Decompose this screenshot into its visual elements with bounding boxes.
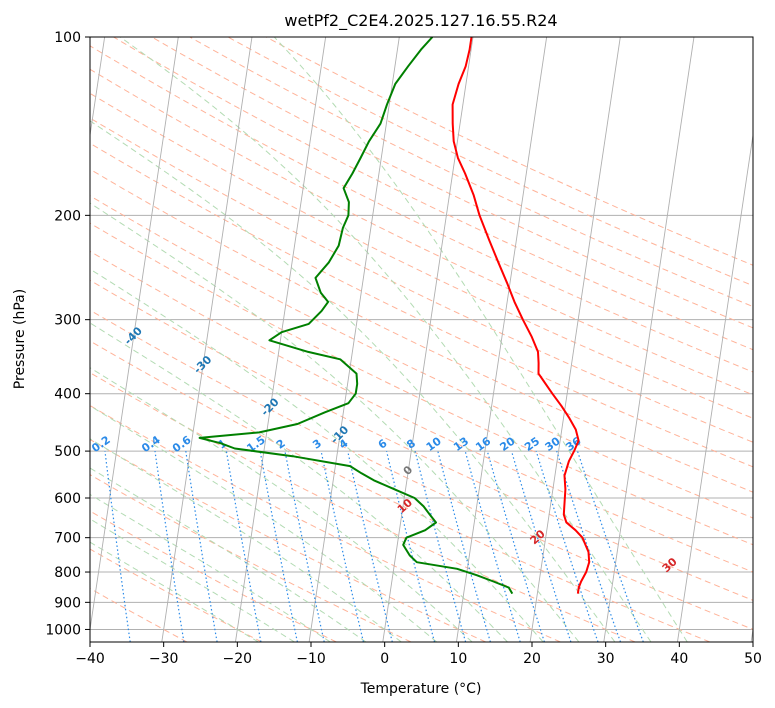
- plot-frame: [89, 36, 754, 643]
- sounding-traces: [198, 37, 591, 595]
- moist-adiabat: [90, 493, 331, 642]
- x-tick-label: 30: [597, 651, 615, 667]
- isotherm-line: [308, 37, 400, 642]
- x-tick-label: 10: [449, 651, 467, 667]
- x-tick-label: −40: [75, 651, 105, 667]
- isotherm-line: [603, 37, 695, 642]
- mixing-ratio-line: [535, 450, 599, 642]
- mixing-ratio-line: [347, 450, 393, 642]
- y-tick-label: 700: [54, 531, 81, 547]
- x-tick-label: −10: [296, 651, 326, 667]
- mixing-ratio-line: [185, 451, 218, 642]
- isotherm-line: [161, 37, 253, 642]
- mixing-ratio-line: [259, 450, 298, 642]
- mixing-ratio-line: [154, 451, 185, 642]
- y-tick-label: 400: [54, 387, 81, 403]
- mixing-ratio-line: [437, 450, 491, 642]
- dry-adiabat: [90, 474, 412, 642]
- mixing-ratio-line: [510, 450, 572, 642]
- dry-adiabat: [90, 438, 486, 642]
- x-tick-label: −30: [149, 651, 179, 667]
- temperature-trace: [451, 37, 591, 594]
- isotherm-line: [382, 37, 474, 642]
- dry-adiabats: [90, 37, 753, 642]
- dry-adiabat: [90, 309, 753, 630]
- isotherm-line: [235, 37, 327, 642]
- mixing-ratio-line: [576, 450, 644, 642]
- y-axis-label: Pressure (hPa): [12, 289, 28, 389]
- mixing-ratio-line: [414, 450, 467, 642]
- y-tick-label: 100: [54, 30, 81, 46]
- mixing-ratio-line: [320, 450, 364, 642]
- moist-adiabat: [90, 467, 367, 642]
- moist-adiabat: [90, 518, 295, 642]
- dry-adiabat: [90, 279, 753, 601]
- dewpoint-trace: [198, 37, 514, 595]
- chart-title: wetPf2_C2E4.2025.127.16.55.R24: [284, 11, 557, 31]
- mixing-ratio-line: [104, 451, 131, 642]
- isotherm-line: [456, 37, 548, 642]
- x-tick-label: 40: [670, 651, 688, 667]
- x-axis-label: Temperature (°C): [360, 681, 482, 697]
- plot-area: 0.10.20.40.611.52346810131620253036-100-…: [90, 37, 753, 642]
- moist-adiabat: [90, 405, 438, 642]
- mixing-ratio-line: [486, 450, 545, 642]
- moist-adiabat: [90, 541, 259, 642]
- isotherm-line: [90, 37, 179, 633]
- moist-adiabat: [90, 367, 473, 642]
- mixing-ratio-line: [225, 451, 262, 642]
- moist-adiabat: [273, 37, 688, 642]
- y-tick-label: 300: [54, 313, 81, 329]
- x-tick-label: 20: [523, 651, 541, 667]
- dry-adiabat: [90, 340, 710, 642]
- y-tick-label: 900: [54, 595, 81, 611]
- x-tick-label: 50: [744, 651, 762, 667]
- isotherms: [90, 37, 753, 642]
- moist-adiabat: [90, 438, 402, 642]
- dry-adiabat: [90, 250, 753, 573]
- mixing-ratio-line: [284, 450, 325, 642]
- y-tick-label: 200: [54, 208, 81, 224]
- x-tick-label: 0: [380, 651, 389, 667]
- y-tick-label: 600: [54, 491, 81, 507]
- mixing-ratio-lines: [104, 450, 644, 642]
- x-axis-ticks: −40 −30 −20 −10 0 10 20 30 40 50: [75, 642, 762, 667]
- moist-adiabat: [119, 37, 652, 642]
- dry-adiabat: [90, 222, 753, 546]
- y-tick-label: 800: [54, 565, 81, 581]
- y-tick-label: 500: [54, 444, 81, 460]
- y-axis-ticks: 1000 900 800 700 600 500 400 300 200 100: [45, 30, 90, 638]
- mixing-ratio-line: [464, 450, 521, 642]
- isotherm-line: [529, 37, 621, 642]
- mixing-ratio-line: [556, 450, 622, 642]
- x-tick-label: −20: [223, 651, 253, 667]
- mixing-ratio-line: [386, 450, 436, 642]
- y-tick-label: 1000: [45, 622, 81, 638]
